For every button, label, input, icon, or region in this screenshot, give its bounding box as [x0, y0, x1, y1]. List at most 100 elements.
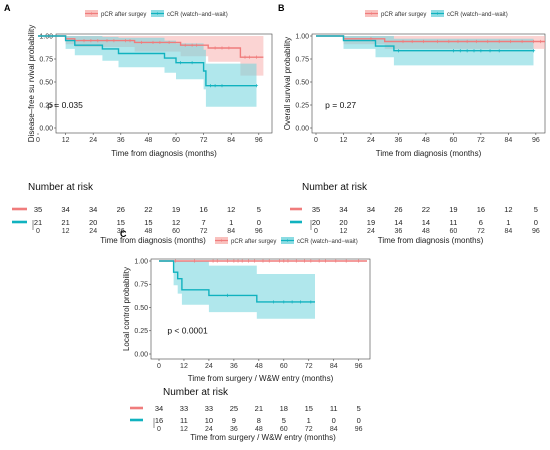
censor-mark — [472, 49, 476, 53]
censor-mark — [396, 49, 401, 53]
legend-key-marker: + — [156, 12, 160, 18]
legend-key-marker: + — [370, 12, 374, 18]
risk-time-label: 60 — [450, 228, 458, 235]
legend-entry: pCR after surgey — [381, 12, 426, 18]
risk-time-label: 48 — [422, 228, 430, 235]
censor-mark — [465, 39, 469, 44]
risk-count: 16 — [477, 205, 485, 214]
censor-mark — [158, 40, 162, 45]
legend-key-marker: + — [286, 239, 290, 245]
censor-mark — [89, 39, 93, 43]
censor-mark — [167, 40, 171, 45]
y-tick-label: 0.25 — [295, 102, 309, 109]
x-tick-label: 24 — [367, 137, 375, 144]
risk-count: 20 — [339, 218, 347, 227]
censor-mark — [488, 49, 492, 53]
censor-mark — [215, 259, 219, 263]
censor-mark — [213, 84, 217, 88]
risk-count: 34 — [155, 404, 163, 413]
risk-count: 5 — [534, 205, 538, 214]
panel-label: C — [120, 229, 127, 239]
risk-count: 21 — [34, 218, 42, 227]
censor-mark — [261, 259, 265, 263]
y-tick-label: 0.00 — [295, 125, 309, 132]
x-tick-label: 0 — [314, 137, 318, 144]
censor-mark — [479, 49, 483, 53]
y-tick-label: 0.50 — [295, 79, 309, 86]
censor-mark — [531, 39, 536, 44]
y-axis-label: Disease–free su rvival probability — [27, 25, 36, 142]
censor-mark — [334, 259, 338, 263]
risk-time-label: 12 — [340, 228, 348, 235]
censor-mark — [278, 259, 282, 263]
censor-mark — [183, 43, 187, 47]
x-tick-label: 0 — [36, 137, 40, 144]
risk-count: 34 — [61, 205, 69, 214]
censor-mark — [190, 43, 194, 47]
risk-count: 0 — [257, 218, 261, 227]
risk-count: 5 — [257, 205, 261, 214]
risk-time-label: 0 — [36, 228, 40, 235]
risk-count: 34 — [339, 205, 347, 214]
x-tick-label: 36 — [117, 137, 125, 144]
survival-curve — [316, 35, 534, 52]
risk-count: 7 — [202, 218, 206, 227]
censor-mark — [282, 300, 286, 304]
legend-key-marker: + — [436, 12, 440, 18]
legend: + pCR after surgey + cCR (watch−and−wait) — [215, 237, 358, 245]
y-tick-label: 1.00 — [39, 33, 53, 40]
censor-mark — [248, 55, 252, 59]
p-value: p < 0.0001 — [167, 326, 208, 336]
y-tick-label: 0.50 — [134, 305, 148, 312]
risk-x-axis-label: Time from diagnosis (months) — [100, 236, 206, 245]
censor-mark — [369, 37, 373, 41]
censor-mark — [422, 39, 426, 44]
risk-count: 20 — [89, 218, 97, 227]
risk-time-label: 96 — [532, 228, 540, 235]
risk-count: 12 — [227, 205, 235, 214]
risk-time-label: 36 — [230, 426, 238, 433]
risk-time-label: 36 — [395, 228, 403, 235]
risk-count: 0 — [357, 416, 361, 425]
censor-mark — [174, 259, 178, 263]
survival-curve — [159, 260, 315, 303]
risk-time-label: 72 — [305, 426, 313, 433]
censor-mark — [474, 39, 478, 44]
x-tick-label: 12 — [62, 137, 70, 144]
risk-count: 25 — [230, 404, 238, 413]
risk-count: 0 — [534, 218, 538, 227]
x-tick-label: 96 — [255, 137, 263, 144]
censor-mark — [112, 39, 116, 43]
risk-table-title: Number at risk — [302, 182, 368, 193]
risk-time-label: 24 — [367, 228, 375, 235]
survival-curve — [38, 35, 257, 87]
x-axis-label: Time from surgery / W&W entry (months) — [188, 374, 334, 383]
risk-count: 11 — [330, 404, 338, 413]
censor-mark — [294, 259, 298, 263]
censor-mark — [139, 40, 144, 45]
censor-mark — [451, 49, 455, 53]
risk-count: 9 — [232, 416, 236, 425]
legend-entry: pCR after surgey — [231, 239, 276, 245]
panel-a: A + pCR after surgey + cCR (watch−and−wait) 0… — [4, 3, 273, 245]
risk-count: 20 — [312, 218, 320, 227]
censor-mark — [298, 300, 303, 304]
risk-count: 34 — [367, 205, 375, 214]
x-axis-label: Time from diagnosis (months) — [111, 149, 217, 158]
censor-mark — [271, 300, 275, 304]
risk-count: 5 — [357, 404, 361, 413]
x-tick-label: 12 — [180, 363, 188, 370]
risk-count: 15 — [117, 218, 125, 227]
risk-time-label: 72 — [477, 228, 485, 235]
censor-mark — [267, 259, 271, 263]
risk-count: 15 — [305, 404, 313, 413]
risk-time-label: 60 — [280, 426, 288, 433]
x-tick-label: 36 — [230, 363, 238, 370]
risk-count: 14 — [394, 218, 402, 227]
censor-mark — [243, 55, 247, 59]
risk-count: 1 — [307, 416, 311, 425]
risk-x-axis-label: Time from surgery / W&W entry (months) — [190, 433, 336, 442]
panel-label: A — [4, 3, 11, 13]
censor-mark — [486, 39, 490, 44]
censor-mark — [435, 39, 439, 44]
